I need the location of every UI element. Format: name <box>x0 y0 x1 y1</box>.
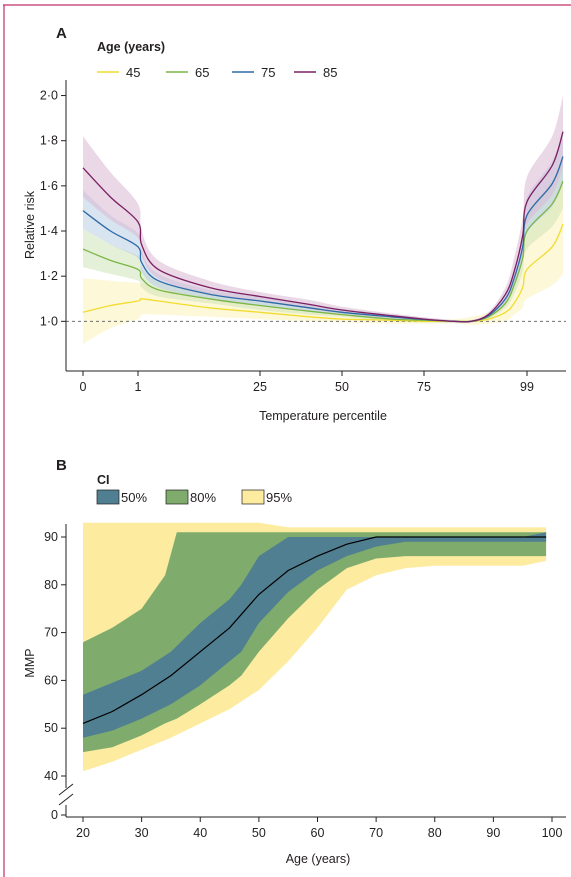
panel-b-y-axis-title: MMP <box>23 648 37 677</box>
x-tick-label: 25 <box>253 380 267 394</box>
x-tick-label: 99 <box>520 380 534 394</box>
y-axis-break-mark <box>58 793 74 806</box>
panel-b-legend-title: CI <box>97 473 110 487</box>
legend-label-age-65: 65 <box>195 65 209 80</box>
panel-a-letter: A <box>56 25 67 42</box>
panel-a-y-axis-title: Relative risk <box>23 190 37 259</box>
legend-label-age-75: 75 <box>261 65 275 80</box>
panel-a-legend-title: Age (years) <box>97 40 165 54</box>
series-line-age-65 <box>82 181 564 323</box>
y-tick-label: 60 <box>44 673 58 687</box>
ci-area-80pct <box>83 532 547 753</box>
panel-b-ci-areas <box>83 522 547 772</box>
legend-label-age-45: 45 <box>126 65 140 80</box>
panel-a: A Age (years) 45 65 75 85 1·0 1·2 1·4 1·6 1·8 2·… <box>23 25 566 423</box>
y-tick-label: 1·4 <box>40 224 58 238</box>
x-tick-label: 40 <box>193 826 207 840</box>
panel-b-x-axis-title: Age (years) <box>286 852 351 866</box>
y-tick-label: 1·6 <box>40 179 58 193</box>
legend-swatch-95pct <box>241 489 265 505</box>
series-line-age-75 <box>82 156 564 323</box>
y-tick-label: 0 <box>51 808 58 822</box>
panel-a-legend: 45 65 75 85 <box>97 65 337 80</box>
x-tick-label: 75 <box>417 380 431 394</box>
series-line-age-85 <box>82 131 564 323</box>
legend-swatch-50pct <box>96 489 120 505</box>
y-tick-label: 40 <box>44 769 58 783</box>
y-tick-label: 70 <box>44 626 58 640</box>
panel-a-axes: 1·0 1·2 1·4 1·6 1·8 2·0 0 1 25 50 75 99 <box>40 80 566 394</box>
x-tick-label: 70 <box>369 826 383 840</box>
x-tick-label: 50 <box>252 826 266 840</box>
y-tick-label: 90 <box>44 530 58 544</box>
panel-a-ci-bands <box>83 95 563 344</box>
y-tick-label: 80 <box>44 578 58 592</box>
legend-label-age-85: 85 <box>323 65 337 80</box>
x-tick-label: 30 <box>135 826 149 840</box>
legend-swatch-80pct <box>165 489 189 505</box>
panel-b-mmp-line <box>82 536 547 724</box>
y-tick-label: 1·2 <box>40 269 58 283</box>
y-tick-label: 1·8 <box>40 134 58 148</box>
panel-b-legend: 50% 80% 95% <box>96 489 292 505</box>
panel-a-x-axis-title: Temperature percentile <box>259 409 387 423</box>
y-tick-label: 1·0 <box>40 314 58 328</box>
x-tick-label: 60 <box>311 826 325 840</box>
legend-label-80pct: 80% <box>190 490 216 505</box>
panel-b-axes: 0 40 50 60 70 80 90 20 30 40 50 60 70 80 90 100 <box>44 524 566 840</box>
panel-b: B CI 50% 80% 95% 0 40 50 60 70 80 90 20 30 40 50 60 70… <box>23 457 566 866</box>
series-line-age-45 <box>82 223 564 323</box>
x-tick-label: 0 <box>80 380 87 394</box>
legend-label-50pct: 50% <box>121 490 147 505</box>
panel-b-letter: B <box>56 457 67 474</box>
y-tick-label: 2·0 <box>40 89 58 103</box>
y-tick-label: 50 <box>44 721 58 735</box>
ci-area-50pct <box>83 532 547 738</box>
x-tick-label: 50 <box>335 380 349 394</box>
legend-label-95pct: 95% <box>266 490 292 505</box>
panel-a-series-lines <box>82 131 564 323</box>
x-tick-label: 80 <box>428 826 442 840</box>
x-tick-label: 20 <box>76 826 90 840</box>
x-tick-label: 1 <box>135 380 142 394</box>
x-tick-label: 90 <box>486 826 500 840</box>
y-axis-break-mark <box>58 783 74 796</box>
x-tick-label: 100 <box>542 826 563 840</box>
